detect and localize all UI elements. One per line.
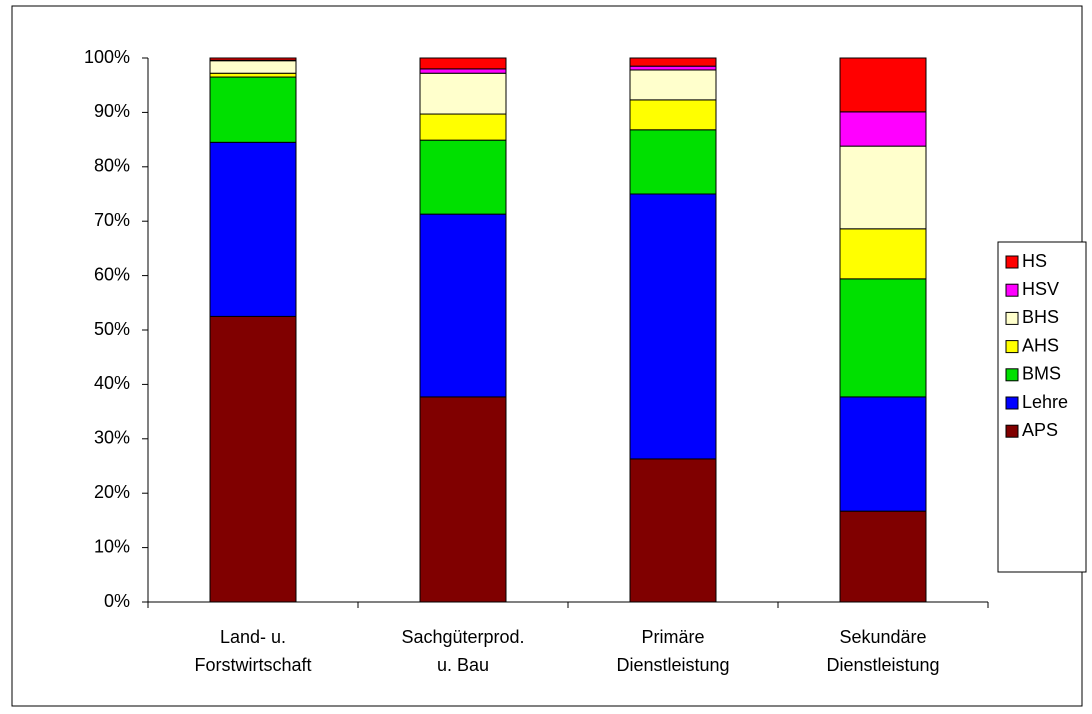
x-tick-label: Dienstleistung — [826, 655, 939, 675]
y-tick-label: 0% — [104, 591, 130, 611]
legend-label: AHS — [1022, 335, 1059, 355]
legend-label: Lehre — [1022, 392, 1068, 412]
bar-segment — [629, 57, 717, 67]
bar-segment — [839, 228, 927, 280]
bar-segment — [629, 65, 717, 71]
bar-segment — [419, 396, 507, 603]
bar-segment — [839, 278, 927, 398]
bar-segment — [839, 510, 927, 603]
bar-segment — [209, 76, 297, 143]
y-tick-label: 60% — [94, 264, 130, 284]
x-tick-label: Sekundäre — [839, 627, 926, 647]
bar-segment — [209, 141, 297, 317]
x-tick-label: Primäre — [641, 627, 704, 647]
legend-label: BHS — [1022, 307, 1059, 327]
bar-segment — [209, 72, 297, 78]
bar-segment — [209, 60, 297, 74]
x-tick-label: Dienstleistung — [616, 655, 729, 675]
y-tick-label: 100% — [84, 47, 130, 67]
y-tick-label: 50% — [94, 319, 130, 339]
bar-segment — [419, 139, 507, 215]
bar-segment — [419, 68, 507, 74]
legend-label: HSV — [1022, 279, 1059, 299]
legend-swatch — [1005, 368, 1019, 382]
legend-label: HS — [1022, 251, 1047, 271]
bar-segment — [839, 57, 927, 113]
bar-segment — [629, 193, 717, 460]
x-tick-label: Land- u. — [220, 627, 286, 647]
legend-swatch — [1005, 396, 1019, 410]
bar-segment — [839, 145, 927, 230]
bar-segment — [209, 57, 297, 61]
legend-label: APS — [1022, 420, 1058, 440]
legend-swatch — [1005, 283, 1019, 297]
y-tick-label: 30% — [94, 428, 130, 448]
legend-swatch — [1005, 311, 1019, 325]
bar-segment — [629, 458, 717, 603]
x-tick-label: Forstwirtschaft — [194, 655, 311, 675]
y-tick-label: 40% — [94, 373, 130, 393]
bar-segment — [419, 57, 507, 70]
legend-label: BMS — [1022, 364, 1061, 384]
bar-segment — [209, 315, 297, 603]
y-tick-label: 10% — [94, 536, 130, 556]
legend-swatch — [1005, 424, 1019, 438]
bar-segment — [629, 129, 717, 195]
bar-segment — [629, 69, 717, 101]
x-tick-label: Sachgüterprod. — [401, 627, 524, 647]
bar-segment — [839, 396, 927, 512]
bar-segment — [629, 99, 717, 131]
bar-segment — [839, 111, 927, 147]
y-tick-label: 80% — [94, 156, 130, 176]
legend-swatch — [1005, 340, 1019, 354]
bar-segment — [419, 213, 507, 398]
bar-segment — [419, 113, 507, 141]
y-tick-label: 90% — [94, 101, 130, 121]
bar-segment — [419, 72, 507, 115]
y-tick-label: 20% — [94, 482, 130, 502]
legend-swatch — [1005, 255, 1019, 269]
y-tick-label: 70% — [94, 210, 130, 230]
x-tick-label: u. Bau — [437, 655, 489, 675]
